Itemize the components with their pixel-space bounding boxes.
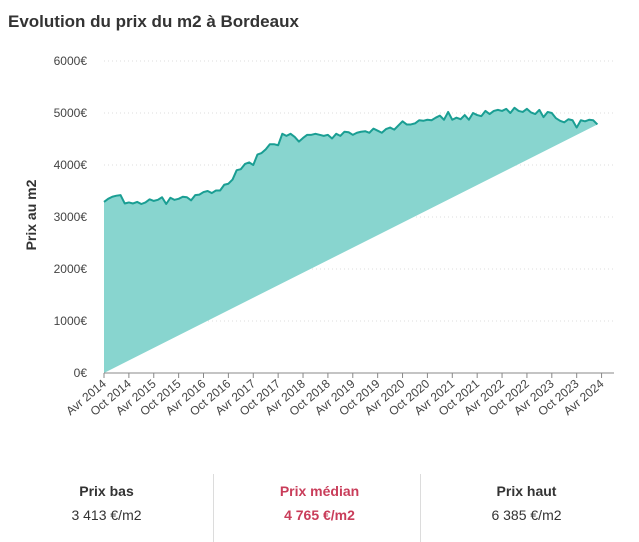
chart-title: Evolution du prix du m2 à Bordeaux — [8, 12, 299, 31]
y-tick-label: 2000€ — [54, 262, 88, 276]
median-price-label: Prix médian — [279, 483, 360, 499]
high-price-label: Prix haut — [496, 483, 557, 499]
y-tick-label: 0€ — [74, 366, 88, 380]
median-price-value: 4 765 €/m2 — [284, 507, 355, 523]
high-price-value: 6 385 €/m2 — [491, 507, 562, 523]
area-layer — [103, 106, 599, 374]
low-price-label: Prix bas — [79, 483, 134, 499]
area-fill — [104, 107, 598, 374]
divider — [213, 474, 214, 542]
series-line — [103, 106, 599, 205]
high-price-stat: Prix haut 6 385 €/m2 — [420, 474, 633, 523]
y-axis: 0€ 1000€ 2000€ 3000€ 4000€ 5000€ 6000€ — [54, 54, 88, 380]
y-tick-label: 1000€ — [54, 314, 88, 328]
y-tick-label: 5000€ — [54, 106, 88, 120]
divider — [420, 474, 421, 542]
area-chart: 0€ 1000€ 2000€ 3000€ 4000€ 5000€ 6000€ Avr 201… — [23, 54, 614, 419]
y-axis-label: Prix au m2 — [23, 179, 39, 250]
price-stats: Prix bas 3 413 €/m2 Prix médian 4 765 €/… — [0, 474, 639, 542]
median-price-stat: Prix médian 4 765 €/m2 — [213, 474, 426, 523]
low-price-value: 3 413 €/m2 — [71, 507, 142, 523]
y-tick-label: 4000€ — [54, 158, 88, 172]
y-tick-label: 6000€ — [54, 54, 88, 68]
y-tick-label: 3000€ — [54, 210, 88, 224]
low-price-stat: Prix bas 3 413 €/m2 — [0, 474, 213, 523]
